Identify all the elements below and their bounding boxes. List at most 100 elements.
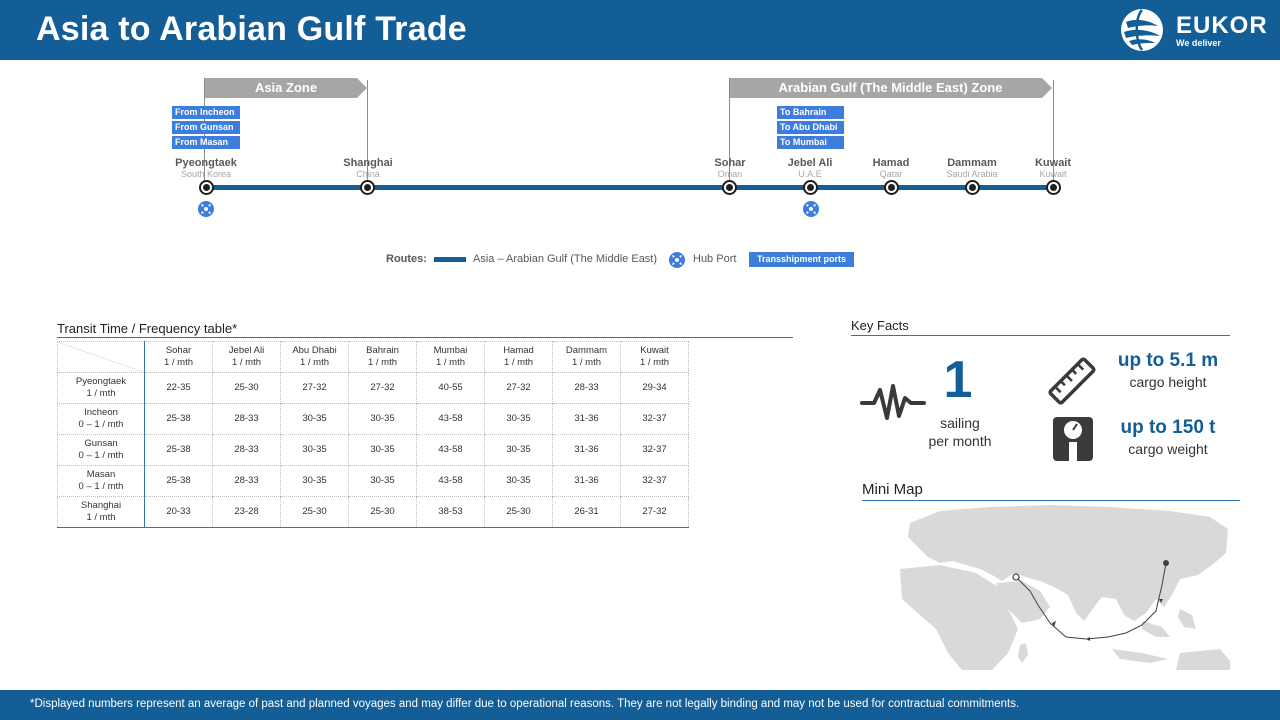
- transit-time-cell: 43-58: [416, 403, 485, 435]
- transit-time-cell: 25-30: [212, 372, 281, 404]
- port-name: Jebel Ali: [787, 157, 833, 169]
- hub-port-icon: [669, 252, 685, 268]
- column-port: Abu Dhabi: [292, 345, 337, 356]
- cargo-weight-value: up to 150 t: [1120, 417, 1216, 438]
- gulf-zone-banner: Arabian Gulf (The Middle East) Zone: [729, 78, 1052, 98]
- sailing-label-line2: per month: [928, 433, 992, 449]
- transit-time-cell: 20-33: [144, 496, 213, 528]
- from-tag: From Incheon: [172, 106, 240, 119]
- port-label-kuwait: Kuwait Kuwait: [1008, 158, 1098, 180]
- legend-route-line: [434, 257, 466, 262]
- transit-time-cell: 28-33: [212, 434, 281, 466]
- port-label-jebel-ali: Jebel Ali U.A.E: [765, 157, 855, 180]
- logo-name: EUKOR: [1176, 12, 1268, 39]
- transit-time-cell: 25-30: [280, 496, 349, 528]
- column-frequency: 1 / mth: [299, 357, 330, 368]
- globe-logo-icon: [1121, 9, 1163, 51]
- row-port: Pyeongtaek: [75, 376, 127, 387]
- row-frequency: 1 / mth: [86, 388, 116, 399]
- port-node-hamad: [884, 180, 899, 195]
- key-facts-rule: [851, 335, 1230, 336]
- table-header-row: Sohar 1 / mth Jebel Ali 1 / mth Abu Dhabi 1 /…: [57, 341, 689, 373]
- hub-port-icon: [803, 201, 819, 217]
- transit-time-cell: 30-35: [280, 434, 349, 466]
- sailing-label: sailing per month: [915, 414, 1005, 450]
- transit-time-cell: 43-58: [416, 434, 485, 466]
- row-port: Gunsan: [84, 438, 118, 449]
- port-label-pyeongtaek: Pyeongtaek South Korea: [161, 157, 251, 180]
- transit-time-cell: 40-55: [416, 372, 485, 404]
- transit-time-cell: 43-58: [416, 465, 485, 497]
- port-name: Dammam: [947, 157, 997, 169]
- port-node-shanghai: [360, 180, 375, 195]
- pulse-icon: [860, 384, 926, 420]
- column-port: Mumbai: [433, 345, 468, 356]
- column-header: Hamad 1 / mth: [484, 341, 553, 373]
- footer-disclaimer: *Displayed numbers represent an average …: [30, 698, 1020, 710]
- column-port: Sohar: [165, 345, 192, 356]
- row-port: Shanghai: [80, 500, 122, 511]
- page-title: Asia to Arabian Gulf Trade: [36, 10, 467, 48]
- row-port: Masan: [86, 469, 116, 480]
- transit-time-cell: 32-37: [620, 465, 689, 497]
- port-country: Oman: [717, 169, 743, 179]
- port-country: Saudi Arabia: [946, 169, 998, 179]
- transit-time-cell: 30-35: [280, 403, 349, 435]
- footer-bar: *Displayed numbers represent an average …: [0, 690, 1280, 720]
- transit-time-cell: 22-35: [144, 372, 213, 404]
- port-label-hamad: Hamad Qatar: [846, 158, 936, 180]
- port-country: U.A.E: [798, 169, 822, 179]
- port-node-pyeongtaek: [199, 180, 214, 195]
- transit-time-cell: 29-34: [620, 372, 689, 404]
- port-label-sohar: Sohar Oman: [685, 158, 775, 180]
- row-frequency: 0 – 1 / mth: [78, 481, 124, 492]
- column-port: Kuwait: [640, 345, 669, 356]
- port-name: Shanghai: [343, 157, 393, 169]
- transit-time-cell: 25-30: [484, 496, 553, 528]
- port-country: China: [356, 169, 380, 179]
- port-name: Pyeongtaek: [175, 157, 237, 169]
- weight-scale-icon: [1053, 417, 1093, 461]
- mini-map: [880, 503, 1230, 670]
- table-corner-cell: [57, 341, 145, 373]
- column-header: Bahrain 1 / mth: [348, 341, 417, 373]
- transit-time-cell: 27-32: [620, 496, 689, 528]
- column-frequency: 1 / mth: [571, 357, 602, 368]
- transit-time-cell: 32-37: [620, 434, 689, 466]
- ruler-icon: [1048, 357, 1096, 405]
- table-row: Masan 0 – 1 / mth 25-38 28-33 30-35 30-35 43-5…: [57, 465, 689, 497]
- gulf-zone-end-line: [1053, 80, 1054, 182]
- column-frequency: 1 / mth: [639, 357, 670, 368]
- asia-zone-banner: Asia Zone: [205, 78, 367, 98]
- transit-time-cell: 27-32: [280, 372, 349, 404]
- transit-time-cell: 38-53: [416, 496, 485, 528]
- column-frequency: 1 / mth: [435, 357, 466, 368]
- transit-time-cell: 30-35: [348, 465, 417, 497]
- port-node-dammam: [965, 180, 980, 195]
- asia-zone-end-line: [367, 80, 368, 182]
- port-country: South Korea: [180, 169, 232, 179]
- transit-time-cell: 30-35: [484, 465, 553, 497]
- row-header: Masan 0 – 1 / mth: [57, 465, 145, 497]
- transit-table: Sohar 1 / mth Jebel Ali 1 / mth Abu Dhabi 1 /…: [57, 341, 689, 528]
- legend-route-name: Asia – Arabian Gulf (The Middle East): [473, 253, 658, 265]
- header-bar: Asia to Arabian Gulf Trade EUKOR We deli…: [0, 0, 1280, 60]
- column-port: Jebel Ali: [228, 345, 265, 356]
- from-tag: From Masan: [172, 136, 240, 149]
- column-header: Sohar 1 / mth: [144, 341, 213, 373]
- row-header: Pyeongtaek 1 / mth: [57, 372, 145, 404]
- hub-port-icon: [198, 201, 214, 217]
- transit-time-cell: 25-38: [144, 434, 213, 466]
- to-tag: To Mumbai: [777, 136, 844, 149]
- transit-time-cell: 25-30: [348, 496, 417, 528]
- mini-map-rule: [862, 500, 1240, 501]
- transit-time-cell: 26-31: [552, 496, 621, 528]
- row-header: Shanghai 1 / mth: [57, 496, 145, 528]
- transit-table-rule: [57, 337, 793, 338]
- to-tag: To Bahrain: [777, 106, 844, 119]
- row-port: Incheon: [84, 407, 118, 418]
- cargo-height-value: up to 5.1 m: [1117, 350, 1219, 371]
- sailing-count: 1: [943, 351, 973, 409]
- legend-routes-label: Routes:: [386, 253, 427, 265]
- transit-time-cell: 25-38: [144, 465, 213, 497]
